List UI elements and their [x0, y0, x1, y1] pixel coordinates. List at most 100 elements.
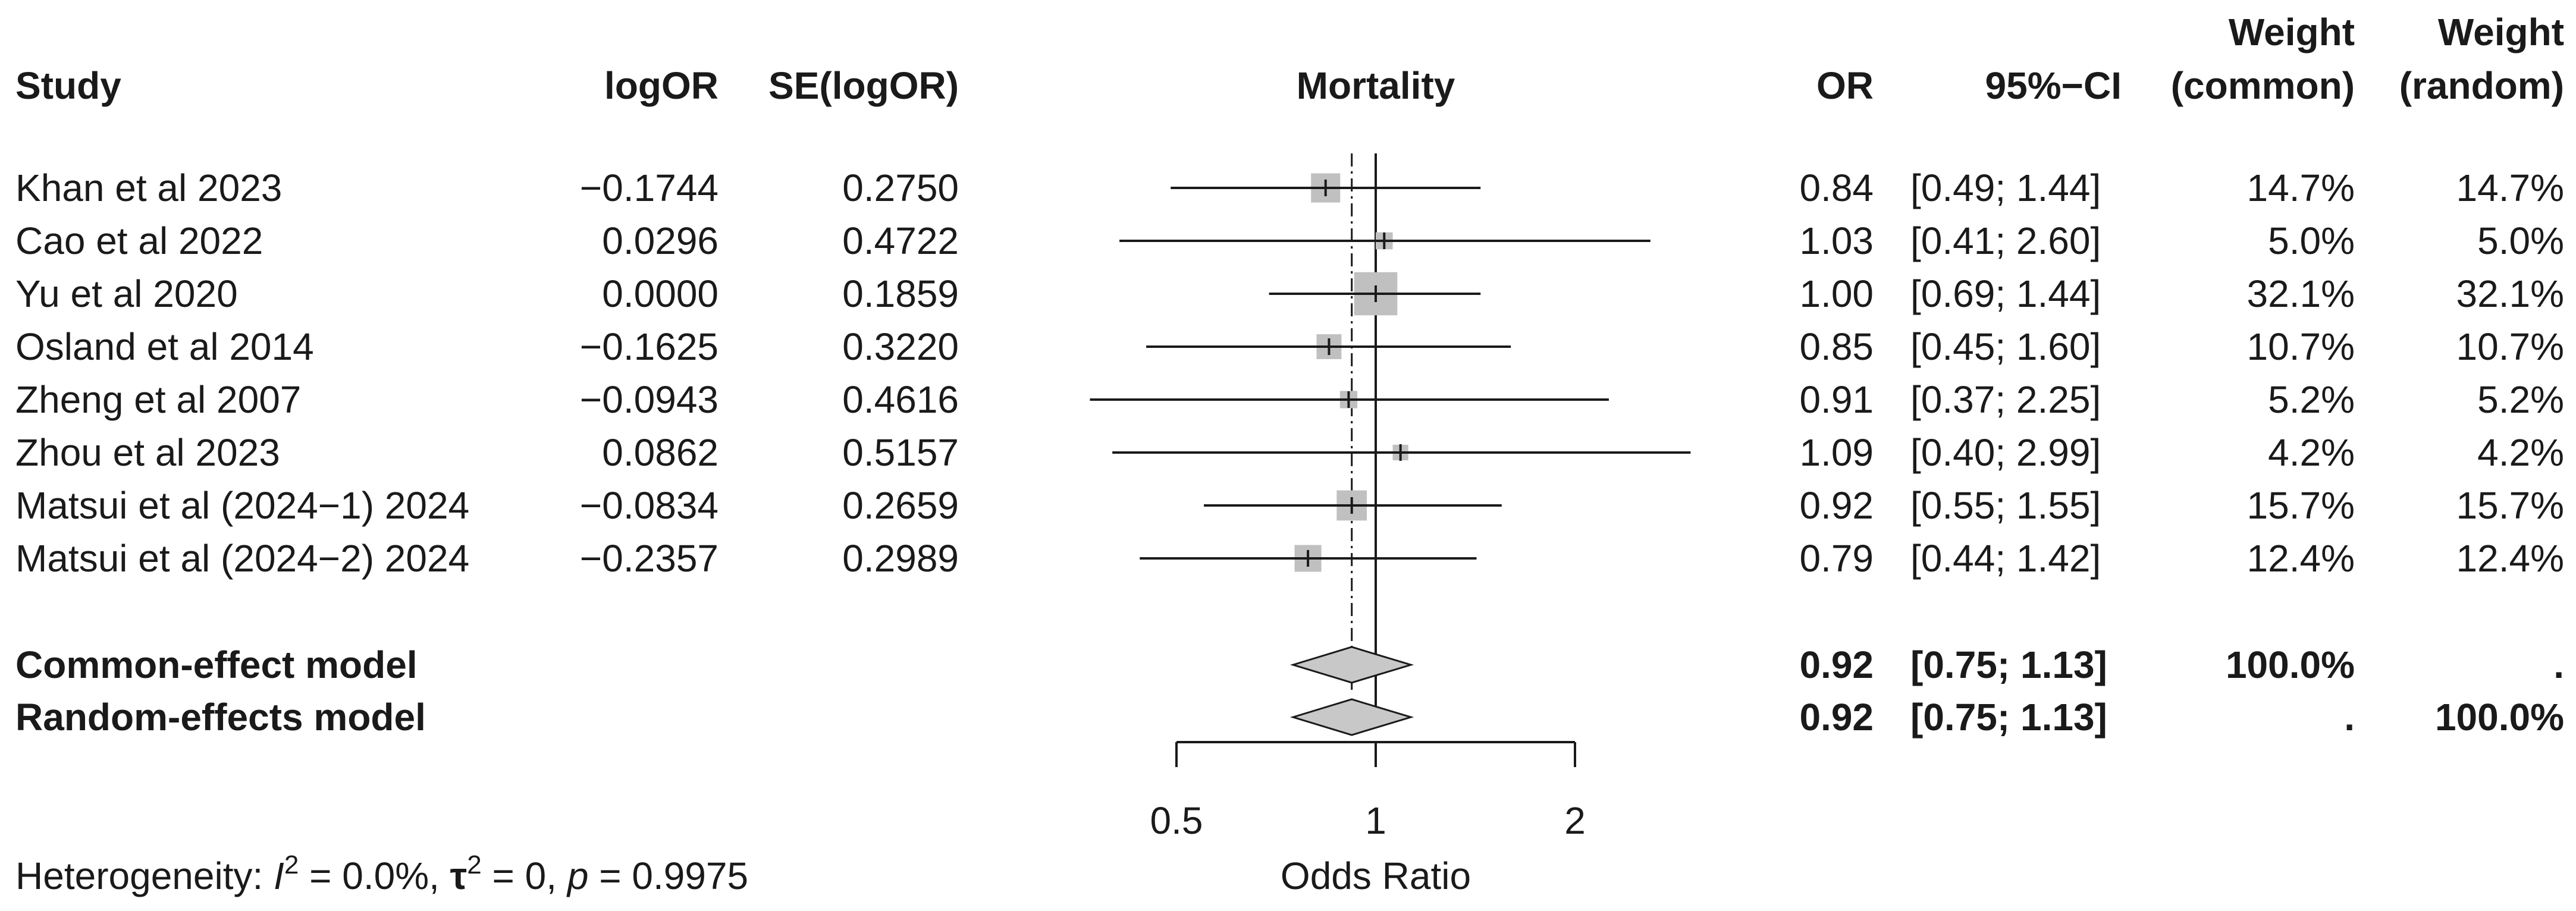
model-or: 0.92 [1799, 696, 1874, 739]
study-row: Khan et al 2023 −0.1744 0.2750 0.84 [0.49; 1… [15, 167, 2564, 209]
study-weight-common: 15.7% [2247, 484, 2355, 527]
header-se: SE(logOR) [768, 64, 959, 107]
study-ci: [0.55; 1.55] [1910, 484, 2101, 527]
study-logor: 0.0000 [602, 272, 718, 315]
study-or: 0.84 [1799, 167, 1874, 209]
model-ci: [0.75; 1.13] [1910, 643, 2107, 686]
model-row: Common-effect model 0.92 [0.75; 1.13] 100.0… [15, 643, 2564, 686]
x-tick-label: 2 [1564, 799, 1586, 842]
study-logor: 0.0862 [602, 431, 718, 474]
study-weight-common: 4.2% [2268, 431, 2355, 474]
tau2-symbol: τ [450, 855, 467, 897]
study-se: 0.1859 [842, 272, 959, 315]
study-or: 0.79 [1799, 537, 1874, 580]
study-name: Yu et al 2020 [15, 272, 238, 315]
study-row: Osland et al 2014 −0.1625 0.3220 0.85 [0.45;… [15, 325, 2564, 368]
study-logor: −0.2357 [580, 537, 718, 580]
x-axis-label: Odds Ratio [1281, 855, 1471, 897]
study-se: 0.2989 [842, 537, 959, 580]
study-row: Zheng et al 2007 −0.0943 0.4616 0.91 [0.37; … [15, 378, 2564, 421]
tau2-superscript: 2 [467, 850, 481, 879]
study-se: 0.2659 [842, 484, 959, 527]
p-value: = 0.9975 [588, 855, 748, 897]
study-weight-random: 14.7% [2456, 167, 2564, 209]
study-row: Yu et al 2020 0.0000 0.1859 1.00 [0.69; 1.44… [15, 272, 2564, 316]
study-weight-common: 14.7% [2247, 167, 2355, 209]
study-weight-random: 15.7% [2456, 484, 2564, 527]
header-weight-random-2: (random) [2399, 64, 2564, 107]
i2-value: = 0.0%, [299, 855, 450, 897]
study-weight-random: 5.2% [2477, 378, 2564, 421]
model-row: Random-effects model 0.92 [0.75; 1.13]. 100… [15, 696, 2564, 739]
header-weight-common-2: (common) [2171, 64, 2355, 107]
study-weight-random: 32.1% [2456, 272, 2564, 315]
study-name: Khan et al 2023 [15, 167, 282, 209]
i2-symbol: I [274, 855, 284, 897]
study-se: 0.4616 [842, 378, 959, 421]
study-row: Matsui et al (2024−2) 2024 −0.2357 0.2989 0… [15, 537, 2564, 580]
model-weight-common: . [2344, 696, 2355, 739]
header-or: OR [1816, 64, 1874, 107]
study-name: Cao et al 2022 [15, 219, 263, 262]
model-ci: [0.75; 1.13] [1910, 696, 2107, 739]
model-rows: Common-effect model 0.92 [0.75; 1.13] 100.0… [15, 643, 2564, 739]
study-weight-common: 5.2% [2268, 378, 2355, 421]
study-ci: [0.40; 2.99] [1910, 431, 2101, 474]
study-se: 0.4722 [842, 219, 959, 262]
study-rows: Khan et al 2023 −0.1744 0.2750 0.84 [0.49; 1… [15, 167, 2564, 580]
study-row: Cao et al 2022 0.0296 0.4722 1.03 [0.41; 2.6… [15, 219, 2564, 262]
study-ci: [0.41; 2.60] [1910, 219, 2101, 262]
study-weight-random: 12.4% [2456, 537, 2564, 580]
p-symbol: p [566, 855, 589, 897]
study-or: 1.03 [1799, 219, 1874, 262]
header-weight-random-1: Weight [2438, 11, 2564, 54]
study-or: 1.00 [1799, 272, 1874, 315]
x-tick-label: 0.5 [1150, 799, 1203, 842]
study-name: Zhou et al 2023 [15, 431, 280, 474]
x-tick-label: 1 [1365, 799, 1386, 842]
header-study: Study [15, 64, 121, 107]
study-logor: −0.1625 [580, 325, 718, 368]
study-weight-random: 10.7% [2456, 325, 2564, 368]
study-ci: [0.45; 1.60] [1910, 325, 2101, 368]
study-logor: −0.0834 [580, 484, 718, 527]
header: Study logOR SE(logOR) Mortality OR 95%−C… [15, 11, 2564, 107]
header-logor: logOR [604, 64, 718, 107]
header-ci: 95%−CI [1985, 64, 2122, 107]
study-se: 0.5157 [842, 431, 959, 474]
study-name: Osland et al 2014 [15, 325, 314, 368]
model-weight-random: 100.0% [2435, 696, 2564, 739]
study-logor: −0.1744 [580, 167, 718, 209]
study-logor: −0.0943 [580, 378, 718, 421]
model-diamond [1289, 646, 1414, 684]
study-name: Zheng et al 2007 [15, 378, 301, 421]
model-weight-random: . [2553, 643, 2564, 686]
study-row: Zhou et al 2023 0.0862 0.5157 1.09 [0.40; 2.… [15, 431, 2564, 474]
heterogeneity-stats: Heterogeneity: I2 = 0.0%, τ2 = 0, p = 0.… [15, 850, 748, 897]
study-or: 0.92 [1799, 484, 1874, 527]
i2-superscript: 2 [284, 850, 299, 879]
heterogeneity-prefix: Heterogeneity: [15, 855, 274, 897]
study-or: 0.91 [1799, 378, 1874, 421]
study-se: 0.2750 [842, 167, 959, 209]
tau2-value: = 0, [482, 855, 567, 897]
study-or: 0.85 [1799, 325, 1874, 368]
model-weight-common: 100.0% [2226, 643, 2355, 686]
study-row: Matsui et al (2024−1) 2024 −0.0834 0.2659 0… [15, 484, 2564, 527]
study-name: Matsui et al (2024−1) 2024 [15, 484, 469, 527]
study-ci: [0.49; 1.44] [1910, 167, 2101, 209]
study-weight-common: 5.0% [2268, 219, 2355, 262]
study-ci: [0.69; 1.44] [1910, 272, 2101, 315]
model-diamond [1289, 698, 1414, 736]
study-weight-common: 32.1% [2247, 272, 2355, 315]
model-label: Common-effect model [15, 643, 418, 686]
study-weight-common: 12.4% [2247, 537, 2355, 580]
plot-title: Mortality [1297, 64, 1455, 107]
study-weight-common: 10.7% [2247, 325, 2355, 368]
study-se: 0.3220 [842, 325, 959, 368]
study-ci: [0.37; 2.25] [1910, 378, 2101, 421]
study-ci: [0.44; 1.42] [1910, 537, 2101, 580]
study-logor: 0.0296 [602, 219, 718, 262]
model-label: Random-effects model [15, 696, 426, 739]
